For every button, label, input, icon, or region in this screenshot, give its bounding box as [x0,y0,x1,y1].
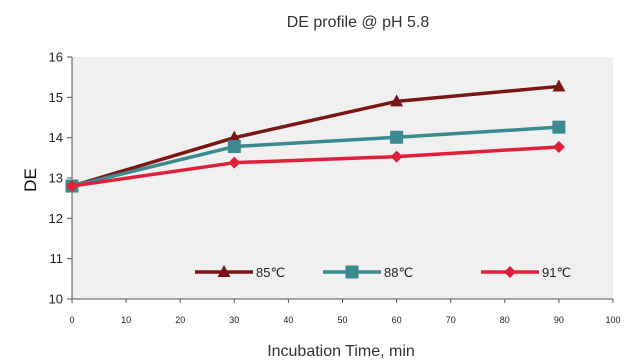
x-axis: 0 10 20 30 40 50 60 70 80 90 100 [69,298,621,325]
x-tick-label: 80 [500,315,510,325]
data-point [227,130,241,143]
legend-marker [345,265,359,279]
data-point [552,120,566,134]
series-line [71,145,560,188]
x-tick-label: 10 [121,315,131,325]
legend-item-3: 91℃ [481,265,571,280]
y-tick-label: 12 [49,211,63,226]
x-tick-label: 0 [69,315,74,325]
x-tick-label: 50 [337,315,347,325]
data-point [390,150,403,163]
legend-item-2: 88℃ [323,265,413,280]
legend-item-1: 85℃ [195,265,285,280]
plot-area [72,57,613,299]
x-tick-label: 20 [175,315,185,325]
y-tick-label: 14 [49,130,63,145]
series-3 [66,140,565,193]
y-axis: 10 11 12 13 14 15 16 [49,50,73,307]
data-point [228,156,241,169]
y-tick-label: 10 [49,292,63,307]
series-line [71,125,560,188]
data-point [552,79,566,92]
chart-title: DE profile @ pH 5.8 [287,14,430,31]
x-tick-label: 60 [392,315,402,325]
x-tick-label: 70 [446,315,456,325]
data-point [227,140,241,154]
legend-marker [217,265,231,277]
y-axis-label: DE [21,168,40,192]
legend-label: 85℃ [256,265,285,280]
series-layer [65,79,566,193]
x-tick-label: 40 [283,315,293,325]
y-tick-label: 15 [49,90,63,105]
data-point [552,140,565,153]
series-line [71,84,560,188]
x-tick-label: 30 [229,315,239,325]
data-point [66,180,78,193]
data-point [390,130,404,144]
legend-label: 91℃ [542,265,571,280]
y-tick-label: 11 [50,251,64,266]
y-tick-label: 13 [49,171,63,186]
legend-label: 88℃ [384,265,413,280]
legend-marker [504,266,516,278]
legend: 85℃ 88℃ 91℃ [195,265,571,280]
x-tick-label: 90 [554,315,564,325]
x-axis-label: Incubation Time, min [267,343,415,360]
y-tick-label: 16 [49,50,63,65]
data-point [390,94,404,107]
x-tick-label: 100 [605,315,620,325]
